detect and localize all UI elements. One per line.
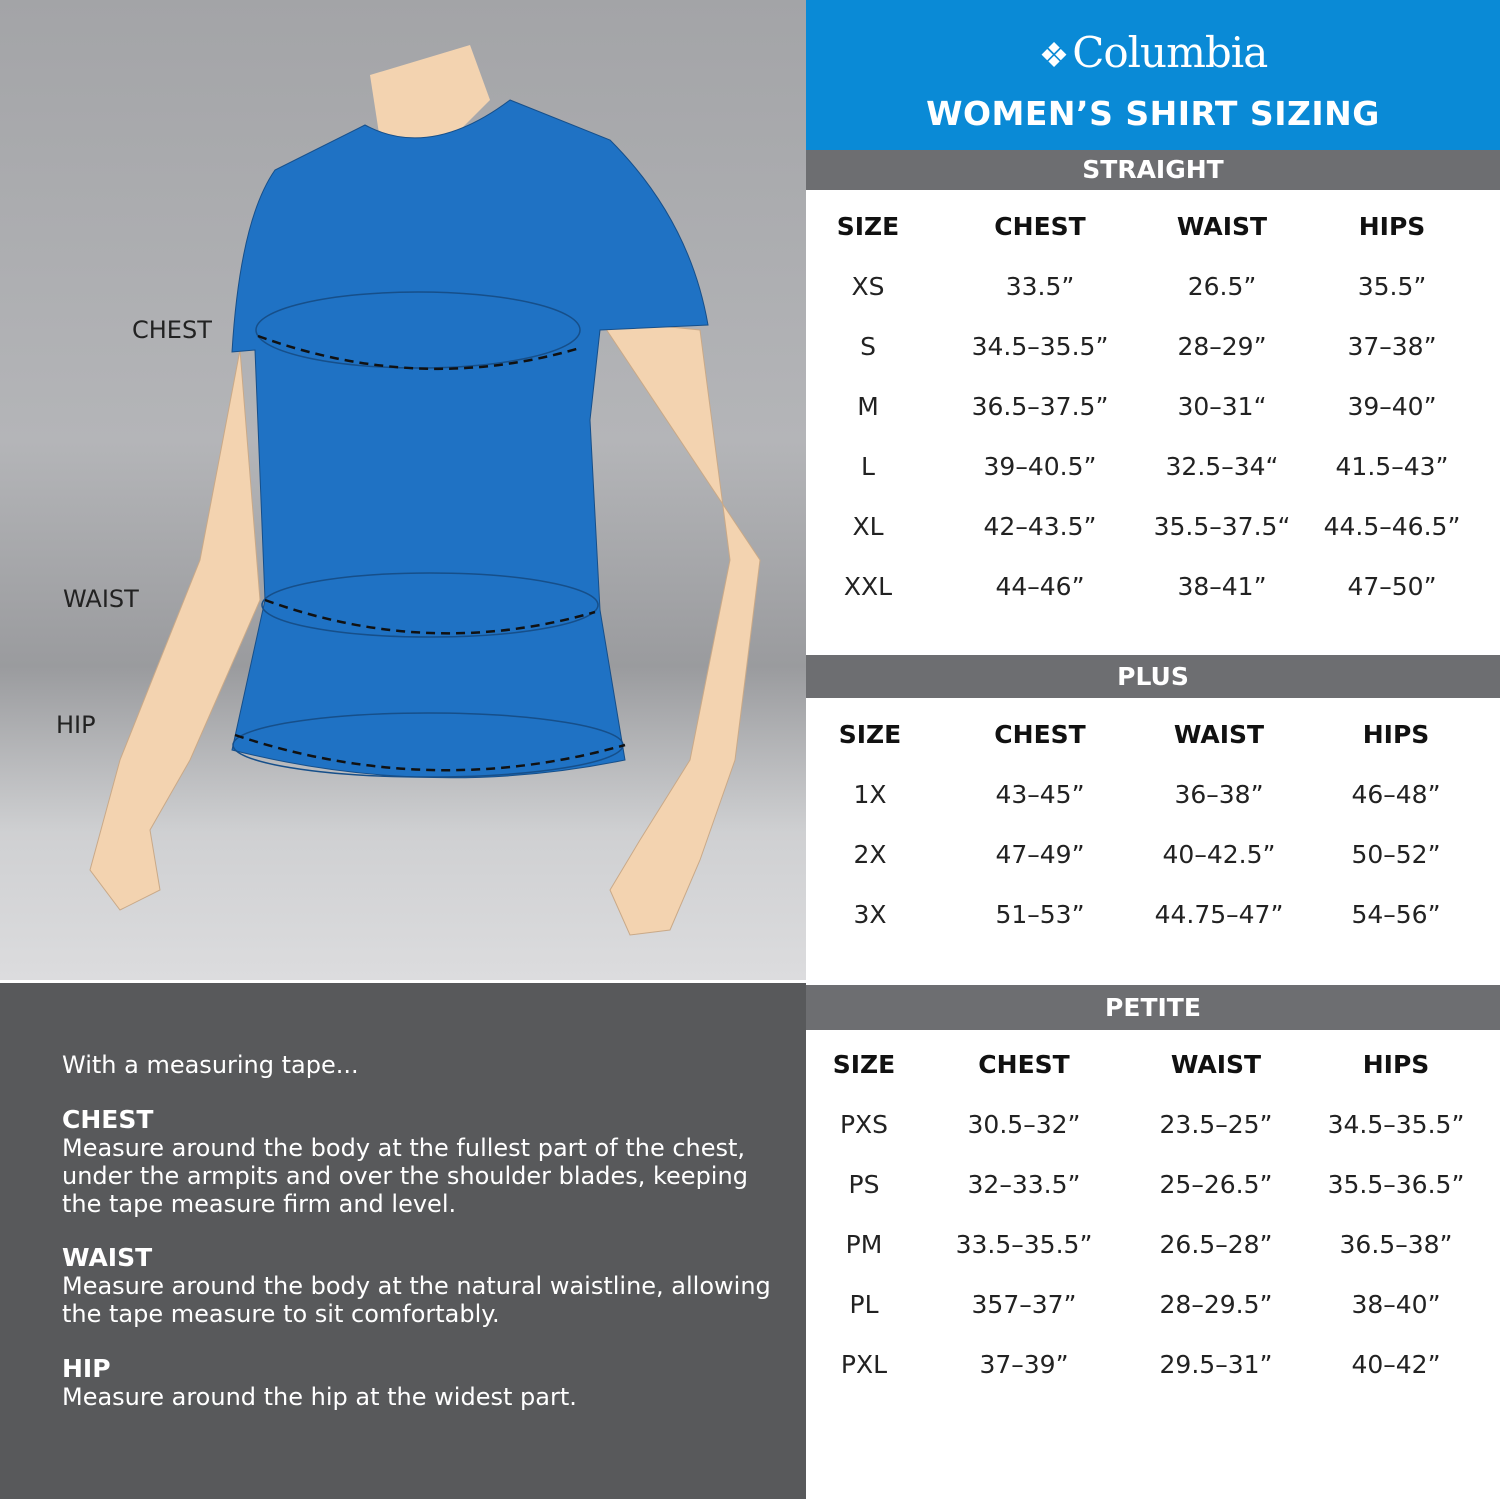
instruction-title: HIP bbox=[62, 1354, 111, 1383]
measurement-cell: 34.5–35.5” bbox=[971, 332, 1109, 361]
measurement-cell: 44.5–46.5” bbox=[1323, 512, 1461, 541]
column-header: SIZE bbox=[832, 1050, 896, 1079]
measurement-cell: 37–39” bbox=[979, 1350, 1069, 1379]
section-bar-plus: PLUS bbox=[806, 655, 1500, 698]
size-cell: S bbox=[860, 332, 876, 361]
columbia-diamond-icon: ❖ bbox=[1038, 36, 1070, 76]
measurement-cell: 33.5–35.5” bbox=[955, 1230, 1093, 1259]
column-header: WAIST bbox=[1170, 1050, 1262, 1079]
measurement-cell: 36.5–38” bbox=[1339, 1230, 1453, 1259]
measurement-cell: 37–38” bbox=[1347, 332, 1437, 361]
measurement-cell: 46–48” bbox=[1351, 780, 1441, 809]
measurement-cell: 36.5–37.5” bbox=[971, 392, 1109, 421]
measurement-cell: 38–41” bbox=[1177, 572, 1267, 601]
column-header: HIPS bbox=[1358, 212, 1426, 241]
measurement-cell: 30–31“ bbox=[1177, 392, 1267, 421]
size-charts: ❖Columbia WOMEN’S SHIRT SIZING STRAIGHT S… bbox=[806, 0, 1500, 1499]
column-header: WAIST bbox=[1176, 212, 1268, 241]
measurement-cell: 29.5–31” bbox=[1159, 1350, 1273, 1379]
brand-name: Columbia bbox=[1072, 28, 1268, 77]
instruction-text: Measure around the body at the natural w… bbox=[62, 1272, 771, 1328]
measurement-cell: 44–46” bbox=[995, 572, 1085, 601]
shirt-illustration bbox=[89, 45, 761, 936]
measuring-instructions: With a measuring tape... CHEST Measure ar… bbox=[0, 983, 806, 1499]
measurement-cell: 34.5–35.5” bbox=[1327, 1110, 1465, 1139]
measurement-cell: 50–52” bbox=[1351, 840, 1441, 869]
measurement-diagram: CHEST WAIST HIP bbox=[0, 0, 806, 980]
instruction-waist: WAIST Measure around the body at the natu… bbox=[62, 1243, 782, 1329]
measurement-cell: 35.5–37.5“ bbox=[1153, 512, 1291, 541]
measurement-cell: 32–33.5” bbox=[967, 1170, 1081, 1199]
instruction-hip: HIP Measure around the hip at the widest … bbox=[62, 1354, 782, 1412]
measurement-cell: 32.5–34“ bbox=[1165, 452, 1279, 481]
size-cell: 3X bbox=[853, 900, 887, 929]
measurement-cell: 25–26.5” bbox=[1159, 1170, 1273, 1199]
size-cell: XL bbox=[852, 512, 884, 541]
measurement-cell: 39–40.5” bbox=[983, 452, 1097, 481]
size-cell: 2X bbox=[853, 840, 887, 869]
measurement-cell: 33.5” bbox=[1005, 272, 1075, 301]
chest-label: CHEST bbox=[132, 316, 212, 344]
measurement-cell: 44.75–47” bbox=[1154, 900, 1284, 929]
hip-label: HIP bbox=[56, 711, 96, 739]
column-header: CHEST bbox=[994, 212, 1086, 241]
measurement-cell: 36–38” bbox=[1174, 780, 1264, 809]
size-cell: L bbox=[861, 452, 875, 481]
instruction-text: Measure around the body at the fullest p… bbox=[62, 1134, 748, 1218]
measurement-cell: 35.5–36.5” bbox=[1327, 1170, 1465, 1199]
size-cell: PL bbox=[849, 1290, 879, 1319]
measurement-cell: 26.5” bbox=[1187, 272, 1257, 301]
instruction-chest: CHEST Measure around the body at the full… bbox=[62, 1105, 782, 1219]
size-cell: M bbox=[857, 392, 879, 421]
measurement-cell: 41.5–43” bbox=[1335, 452, 1449, 481]
column-header: HIPS bbox=[1362, 720, 1430, 749]
column-header: SIZE bbox=[836, 212, 900, 241]
measurement-cell: 30.5–32” bbox=[967, 1110, 1081, 1139]
measurement-cell: 40–42.5” bbox=[1162, 840, 1276, 869]
measurement-cell: 42–43.5” bbox=[983, 512, 1097, 541]
section-bar-straight: STRAIGHT bbox=[806, 150, 1500, 190]
column-header: SIZE bbox=[838, 720, 902, 749]
measurement-cell: 28–29.5” bbox=[1159, 1290, 1273, 1319]
measurement-cell: 43–45” bbox=[995, 780, 1085, 809]
page-title: WOMEN’S SHIRT SIZING bbox=[926, 94, 1380, 133]
header: ❖Columbia WOMEN’S SHIRT SIZING bbox=[806, 0, 1500, 150]
instruction-text: Measure around the hip at the widest par… bbox=[62, 1383, 577, 1411]
size-cell: PS bbox=[848, 1170, 880, 1199]
measurement-cell: 47–49” bbox=[995, 840, 1085, 869]
column-header: CHEST bbox=[978, 1050, 1070, 1079]
size-cell: PXL bbox=[840, 1350, 888, 1379]
instruction-title: CHEST bbox=[62, 1105, 154, 1134]
measurement-cell: 47–50” bbox=[1347, 572, 1437, 601]
measurement-cell: 54–56” bbox=[1351, 900, 1441, 929]
brand-logo: ❖Columbia bbox=[806, 28, 1500, 77]
size-cell: PXS bbox=[839, 1110, 889, 1139]
measurement-cell: 38–40” bbox=[1351, 1290, 1441, 1319]
waist-label: WAIST bbox=[63, 585, 139, 613]
measurement-cell: 26.5–28” bbox=[1159, 1230, 1273, 1259]
size-cell: XXL bbox=[843, 572, 893, 601]
column-header: CHEST bbox=[994, 720, 1086, 749]
column-header: HIPS bbox=[1362, 1050, 1430, 1079]
measurement-cell: 40–42” bbox=[1351, 1350, 1441, 1379]
measurement-cell: 35.5” bbox=[1357, 272, 1427, 301]
instructions-intro: With a measuring tape... bbox=[62, 1051, 359, 1079]
column-header: WAIST bbox=[1173, 720, 1265, 749]
size-cell: 1X bbox=[853, 780, 887, 809]
size-cell: XS bbox=[851, 272, 885, 301]
size-cell: PM bbox=[845, 1230, 883, 1259]
measurement-cell: 357–37” bbox=[971, 1290, 1077, 1319]
measurement-cell: 23.5–25” bbox=[1159, 1110, 1273, 1139]
measurement-cell: 28–29” bbox=[1177, 332, 1267, 361]
measurement-cell: 51–53” bbox=[995, 900, 1085, 929]
measurement-cell: 39–40” bbox=[1347, 392, 1437, 421]
instruction-title: WAIST bbox=[62, 1243, 153, 1272]
section-bar-petite: PETITE bbox=[806, 985, 1500, 1030]
